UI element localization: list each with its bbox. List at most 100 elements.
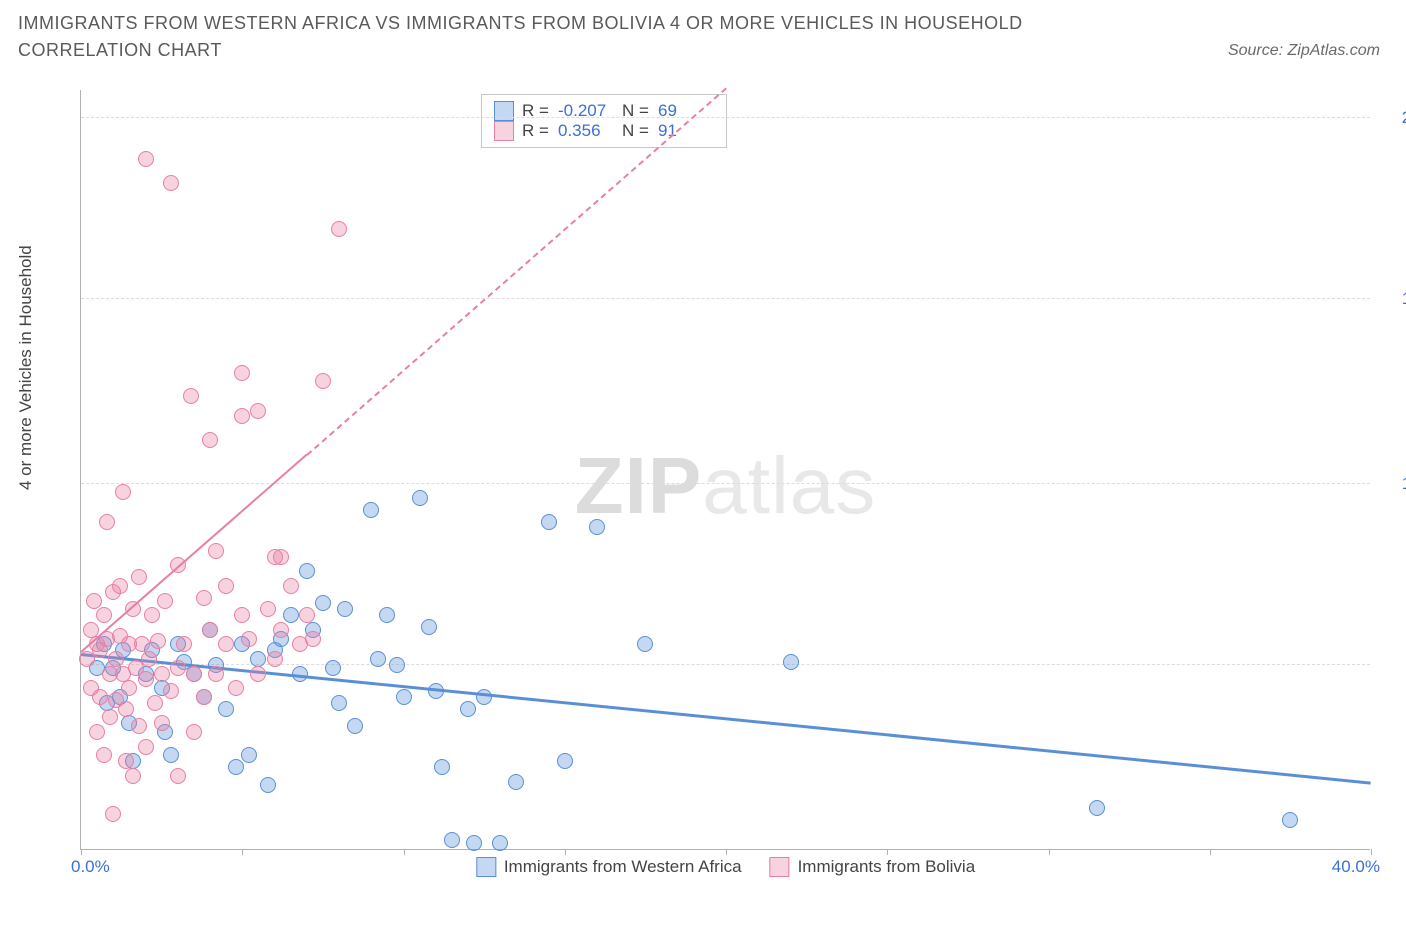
data-point [105,806,121,822]
legend-n-label: N = [622,121,650,141]
data-point [412,490,428,506]
series-legend: Immigrants from Western Africa Immigrants… [476,857,975,877]
data-point [183,388,199,404]
data-point [125,601,141,617]
y-tick-label: 6.3% [1380,655,1406,675]
data-point [186,724,202,740]
data-point [96,607,112,623]
data-point [379,607,395,623]
data-point [118,753,134,769]
x-tick [726,849,727,855]
x-tick [1049,849,1050,855]
data-point [260,601,276,617]
watermark: ZIPatlas [575,440,876,532]
data-point [150,633,166,649]
legend-r-value: 0.356 [558,121,614,141]
data-point [305,631,321,647]
data-point [315,595,331,611]
data-point [273,622,289,638]
data-point [283,578,299,594]
data-point [218,578,234,594]
data-point [131,718,147,734]
data-point [557,753,573,769]
data-point [283,607,299,623]
gridline [81,117,1370,118]
data-point [234,365,250,381]
x-tick [1371,849,1372,855]
trend-line [81,653,1371,785]
data-point [363,502,379,518]
data-point [218,701,234,717]
data-point [147,695,163,711]
data-point [208,543,224,559]
chart-title: IMMIGRANTS FROM WESTERN AFRICA VS IMMIGR… [18,10,1118,64]
data-point [337,601,353,617]
x-tick [1210,849,1211,855]
series-legend-label: Immigrants from Western Africa [504,857,742,877]
data-point [508,774,524,790]
plot-area: ZIPatlas R =-0.207N =69R =0.356N =91 0.0… [80,90,1370,850]
data-point [115,484,131,500]
data-point [125,768,141,784]
data-point [170,660,186,676]
data-point [170,557,186,573]
x-tick [81,849,82,855]
data-point [202,432,218,448]
data-point [118,701,134,717]
data-point [292,666,308,682]
data-point [347,718,363,734]
data-point [134,636,150,652]
data-point [1089,800,1105,816]
data-point [86,593,102,609]
data-point [273,549,289,565]
data-point [228,759,244,775]
data-point [218,636,234,652]
data-point [541,514,557,530]
x-tick [887,849,888,855]
data-point [325,660,341,676]
data-point [299,607,315,623]
y-tick-label: 25.0% [1380,108,1406,128]
data-point [163,683,179,699]
data-point [102,709,118,725]
data-point [83,622,99,638]
data-point [241,631,257,647]
data-point [434,759,450,775]
legend-swatch [770,857,790,877]
data-point [208,666,224,682]
x-tick [565,849,566,855]
data-point [428,683,444,699]
data-point [196,590,212,606]
data-point [466,835,482,851]
data-point [121,680,137,696]
data-point [138,739,154,755]
data-point [186,666,202,682]
y-axis-label: 4 or more Vehicles in Household [16,245,36,490]
data-point [241,747,257,763]
data-point [492,835,508,851]
legend-row: R =0.356N =91 [494,121,714,141]
data-point [154,666,170,682]
data-point [331,221,347,237]
data-point [396,689,412,705]
series-legend-item: Immigrants from Bolivia [770,857,976,877]
data-point [389,657,405,673]
chart-container: 4 or more Vehicles in Household ZIPatlas… [30,90,1386,890]
data-point [144,607,160,623]
data-point [96,747,112,763]
legend-r-label: R = [522,121,550,141]
data-point [476,689,492,705]
x-axis-max-label: 40.0% [1332,857,1380,877]
legend-swatch [494,121,514,141]
y-tick-label: 18.8% [1380,289,1406,309]
data-point [460,701,476,717]
data-point [99,514,115,530]
data-point [138,671,154,687]
data-point [1282,812,1298,828]
x-axis-min-label: 0.0% [71,857,110,877]
data-point [176,636,192,652]
data-point [163,747,179,763]
data-point [170,768,186,784]
data-point [589,519,605,535]
gridline [81,298,1370,299]
